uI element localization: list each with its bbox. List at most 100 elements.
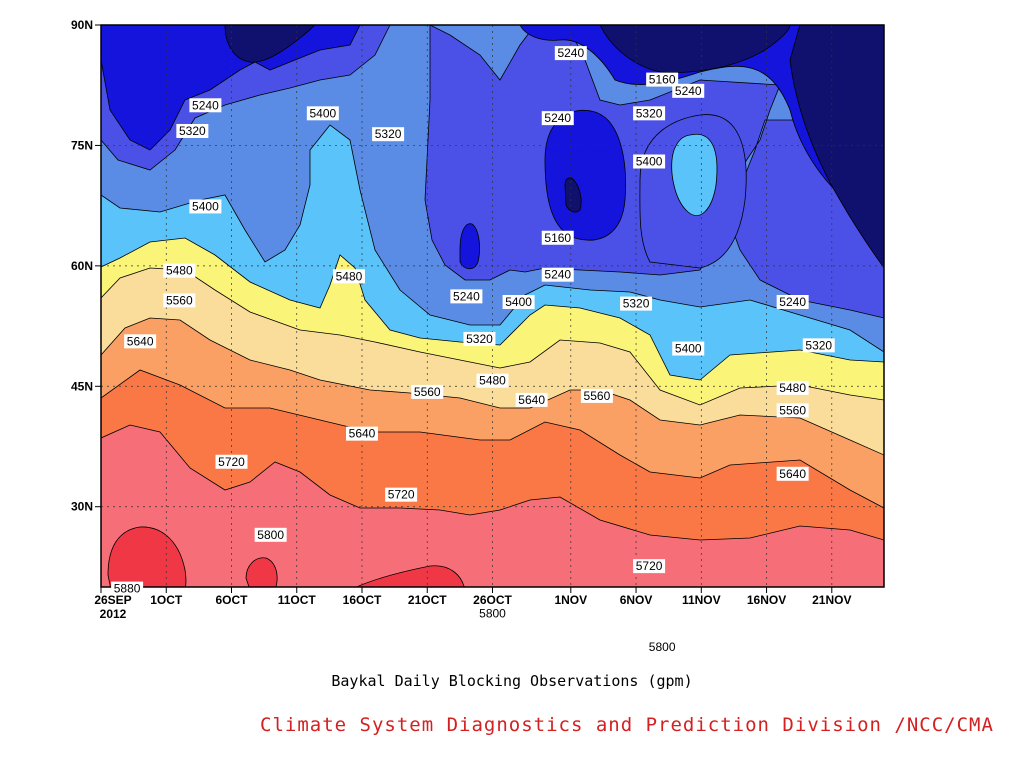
contour-label: 5800 — [649, 640, 676, 654]
contour-label-bg — [633, 154, 666, 169]
contour-label: 5320 — [375, 127, 402, 141]
contour-label-bg — [515, 392, 548, 407]
x-tick-label: 1NOV — [554, 593, 587, 607]
contour-label: 5240 — [675, 84, 702, 98]
contour-label: 5720 — [636, 559, 663, 573]
contour-label: 5560 — [779, 403, 806, 417]
contour-label: 5720 — [218, 455, 245, 469]
contour-label: 5560 — [584, 389, 611, 403]
contour-label-bg — [346, 426, 378, 441]
x-tick-label: 16NOV — [747, 593, 786, 607]
band-below-5160-east — [599, 25, 791, 73]
x-tick-label: 21OCT — [408, 593, 447, 607]
contour-label: 5480 — [479, 374, 506, 388]
contour-label: 5720 — [388, 488, 415, 502]
band-5160-center — [544, 110, 626, 241]
contour-label: 5560 — [166, 293, 193, 307]
contour-label: 5160 — [544, 231, 571, 245]
contour-label-bg — [541, 111, 574, 126]
contour-label-bg — [124, 334, 157, 349]
contour-label-bg — [463, 331, 496, 346]
contour-label-bg — [633, 106, 666, 121]
contour-label-bg — [554, 46, 587, 61]
contour-label-bg — [215, 454, 248, 469]
contour-label: 5400 — [505, 295, 532, 309]
contour-label-bg — [163, 263, 196, 278]
contour-label: 5640 — [779, 467, 806, 481]
contour-label: 5400 — [675, 342, 702, 356]
contour-label: 5320 — [466, 332, 493, 346]
contour-label: 5480 — [336, 269, 363, 283]
contour-label-bg — [776, 380, 809, 395]
x-tick-label: 26SEP — [94, 593, 131, 607]
contour-label-bg — [385, 487, 418, 502]
contour-label-bg — [776, 403, 809, 418]
contour-label-bg — [672, 83, 705, 98]
chart-title: Baykal Daily Blocking Observations (gpm) — [331, 672, 693, 690]
contour-label-bg — [254, 527, 287, 542]
credit-line: Climate System Diagnostics and Predictio… — [260, 714, 994, 736]
band-5880-south — [355, 565, 465, 587]
y-tick-label: 30N — [71, 500, 93, 514]
contour-label-bg — [541, 267, 574, 282]
contour-label: 5240 — [192, 98, 219, 112]
contour-label-bg — [580, 388, 613, 403]
contour-label: 5640 — [518, 393, 545, 407]
contour-label-bg — [189, 98, 222, 113]
x-tick-label: 26OCT — [473, 593, 512, 607]
contour-label-bg — [372, 127, 405, 142]
axis-ticks: 26SEP 1OCT 6OCT 11OCT 16OCT 21OCT 26OCT 1NOV 6NO… — [71, 18, 851, 621]
contour-label: 5800 — [257, 528, 284, 542]
contour-label-bg — [646, 640, 679, 655]
contour-label-bg — [776, 466, 809, 481]
contour-label-bg — [672, 341, 705, 356]
contour-label-bg — [620, 296, 653, 311]
contour-label-bg — [502, 294, 535, 309]
contour-label: 5400 — [192, 199, 219, 213]
y-tick-label: 45N — [71, 379, 93, 393]
x-tick-label: 11NOV — [682, 593, 721, 607]
y-tick-label: 90N — [71, 18, 93, 32]
contour-label-bg — [633, 559, 666, 574]
contour-label-bg — [332, 269, 365, 284]
contour-label: 5240 — [779, 295, 806, 309]
contour-label-bg — [306, 106, 339, 121]
contour-chart: 26SEP 1OCT 6OCT 11OCT 16OCT 21OCT 26OCT 1NOV 6NO… — [71, 18, 885, 655]
contour-label-bg — [163, 293, 196, 308]
contour-label-bg — [646, 72, 679, 87]
contour-label: 5320 — [179, 124, 206, 138]
contour-label-bg — [176, 123, 209, 138]
contour-label: 5320 — [623, 297, 650, 311]
contour-label: 5880 — [114, 582, 141, 596]
x-tick-label: 16OCT — [343, 593, 382, 607]
x-year-label: 2012 — [100, 607, 127, 621]
x-tick-label: 6NOV — [620, 593, 653, 607]
band-below-5160-far-east — [789, 25, 884, 269]
contour-label: 5640 — [127, 334, 154, 348]
x-tick-label: 11OCT — [278, 593, 317, 607]
contour-label: 5400 — [309, 106, 336, 120]
x-tick-label: 21NOV — [812, 593, 851, 607]
band-5160-small — [459, 223, 480, 270]
contour-label: 5240 — [544, 268, 571, 282]
contour-label: 5240 — [544, 111, 571, 125]
contour-label-bg — [450, 289, 483, 304]
contour-label: 5480 — [166, 264, 193, 278]
contour-label: 5480 — [779, 381, 806, 395]
contour-label-bg — [476, 606, 509, 621]
contour-label: 5320 — [805, 338, 832, 352]
contour-label-bg — [541, 230, 574, 245]
contour-label: 5160 — [649, 73, 676, 87]
y-tick-label: 60N — [71, 259, 93, 273]
y-tick-label: 75N — [71, 138, 93, 152]
contour-label: 5240 — [453, 289, 480, 303]
contour-label: 5320 — [636, 106, 663, 120]
contour-label-bg — [476, 373, 509, 388]
band-5160 — [101, 25, 361, 151]
band-below-5160 — [224, 25, 316, 63]
contour-label: 5800 — [479, 606, 506, 620]
contour-label-bg — [776, 294, 809, 309]
contour-label-bg — [411, 384, 444, 399]
x-tick-label: 6OCT — [215, 593, 248, 607]
